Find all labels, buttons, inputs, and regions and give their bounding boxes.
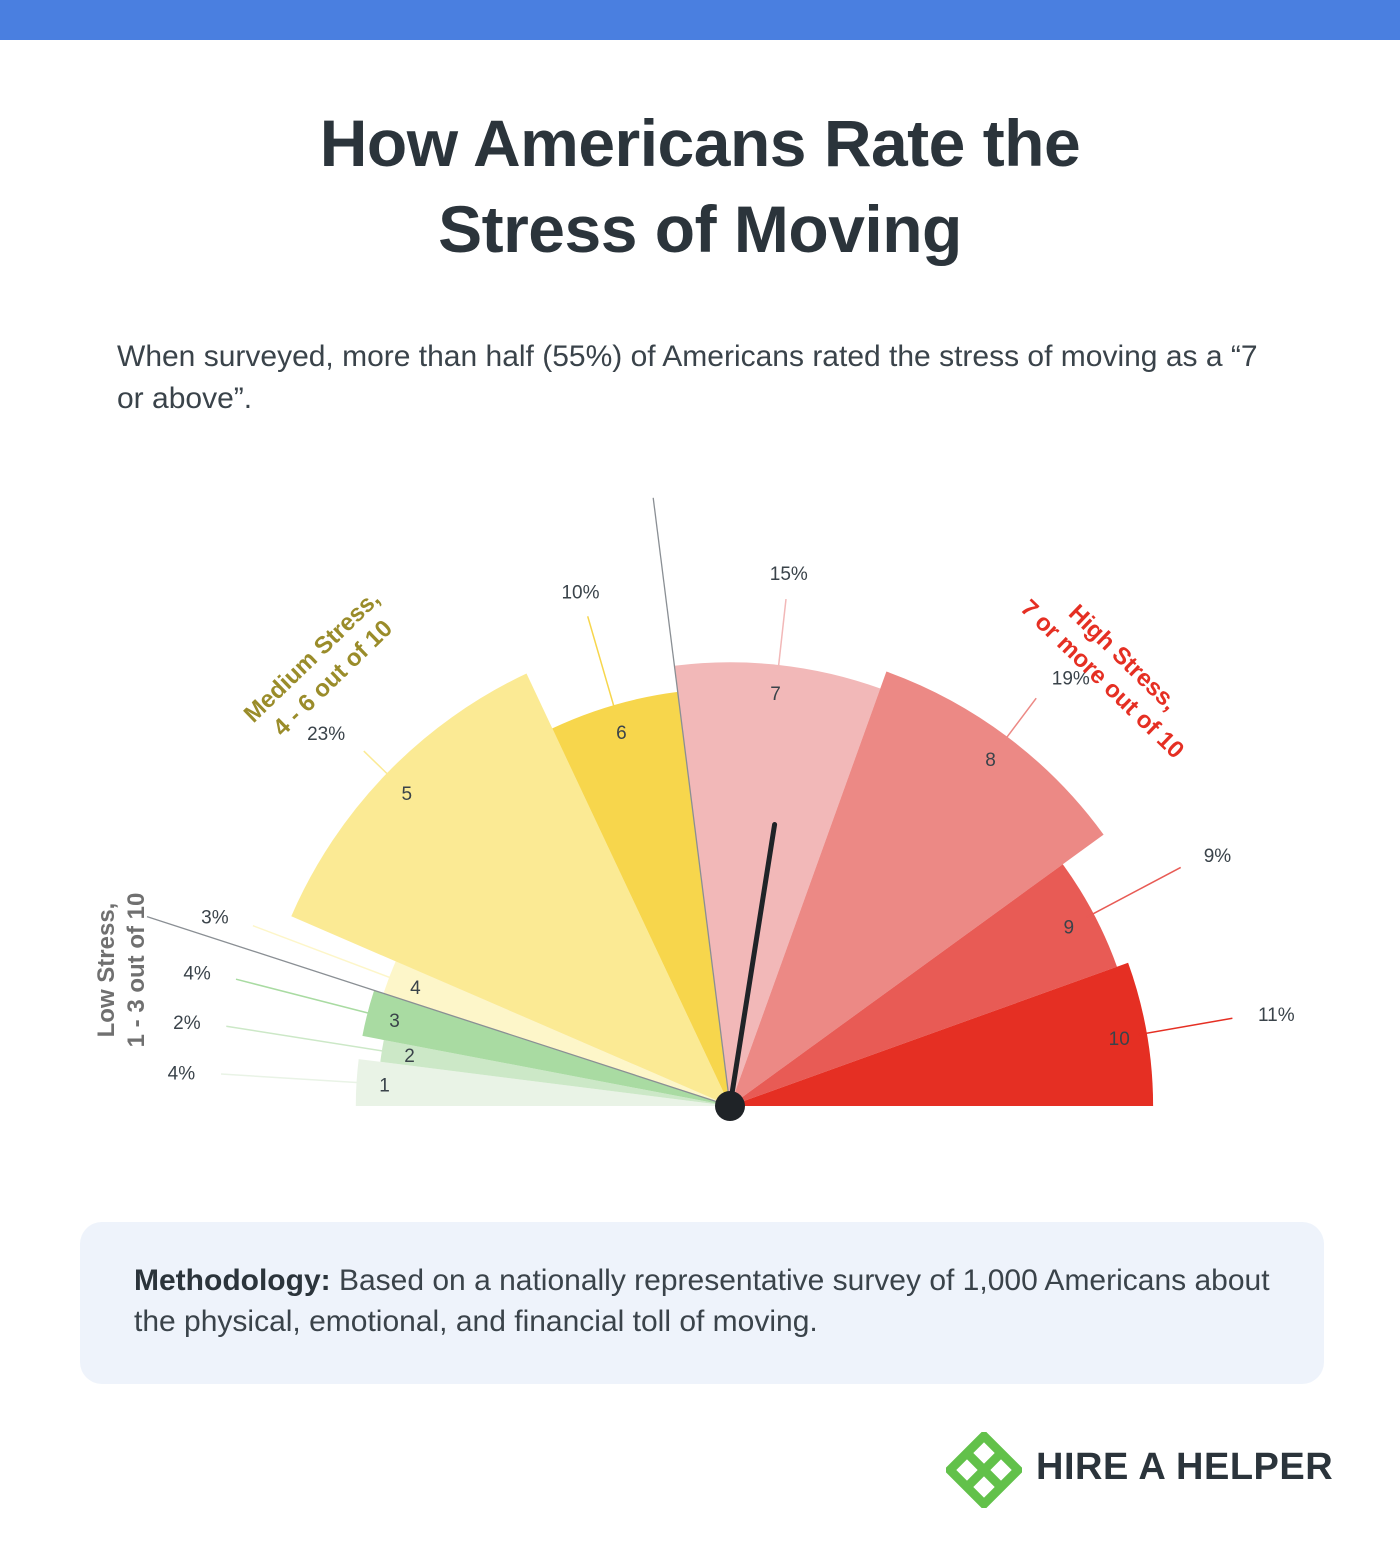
gauge-wedge-2 xyxy=(380,1040,730,1106)
leader-line xyxy=(1138,1017,1233,1036)
category-label: 1 xyxy=(379,1075,390,1096)
group-label-high: High Stress,7 or more out of 10 xyxy=(1015,573,1210,764)
needle-line xyxy=(727,822,778,1109)
gauge-wedge-7 xyxy=(674,662,881,1106)
brand-name: HIRE A HELPER xyxy=(1036,1446,1334,1488)
percent-label: 2% xyxy=(173,1013,201,1034)
title-line-2: Stress of Moving xyxy=(438,192,962,266)
gauge-wedge-9 xyxy=(730,864,1117,1106)
gauge-wedge-5 xyxy=(291,673,730,1106)
category-label: 4 xyxy=(410,978,421,999)
category-label: 5 xyxy=(402,784,413,805)
title-line-1: How Americans Rate the xyxy=(319,106,1081,180)
gauge-needle xyxy=(715,822,778,1121)
leader-line xyxy=(252,924,397,981)
percent-label: 4% xyxy=(183,964,211,985)
percent-label: 11% xyxy=(1258,1005,1295,1026)
category-label: 3 xyxy=(389,1011,400,1032)
group-label-name: Low Stress, xyxy=(93,903,120,1038)
group-label-low: Low Stress, 1 - 3 out of 10 xyxy=(93,893,150,1048)
methodology-label: Methodology: xyxy=(134,1264,331,1297)
percent-label: 15% xyxy=(770,564,808,585)
gauge-wedge-1 xyxy=(355,1059,730,1106)
stress-gauge-chart: 1 4% 2 2% 3 4% 4 3% 5 23% 6 10% 7 15% 8 19% 9 9% 10 11% Low… xyxy=(93,497,1295,1121)
gauge-wedge-3 xyxy=(362,990,730,1106)
category-label: 6 xyxy=(616,723,627,744)
group-divider-line xyxy=(652,497,731,1107)
gauge-wedge-8 xyxy=(730,671,1104,1106)
category-label: 10 xyxy=(1109,1029,1130,1050)
hire-a-helper-logo-icon xyxy=(946,1432,1022,1508)
group-label-range: 1 - 3 out of 10 xyxy=(123,893,150,1048)
leader-line xyxy=(586,616,617,714)
category-label: 7 xyxy=(770,684,781,705)
percent-label: 9% xyxy=(1204,846,1232,867)
gauge-wedges xyxy=(291,662,1154,1106)
value-labels: 1 4% 2 2% 3 4% 4 3% 5 23% 6 10% 7 15% 8 19% 9 9% 10 11% xyxy=(168,564,1295,1096)
category-label: 2 xyxy=(404,1046,415,1067)
category-label: 9 xyxy=(1064,918,1075,939)
percent-label: 10% xyxy=(561,582,599,603)
leader-line xyxy=(777,599,787,673)
top-accent-bar xyxy=(0,0,1400,40)
percent-label: 19% xyxy=(1052,668,1090,689)
leader-line xyxy=(1001,697,1037,744)
leader-line xyxy=(1086,866,1182,918)
leader-lines xyxy=(220,599,1233,1084)
percent-label: 3% xyxy=(201,908,229,929)
category-label: 8 xyxy=(985,750,996,771)
page-title: How Americans Rate the Stress of Moving xyxy=(0,100,1400,272)
subtitle: When surveyed, more than half (55%) of A… xyxy=(117,340,1258,415)
needle-hub xyxy=(715,1091,745,1121)
methodology-box: Methodology: Based on a nationally repre… xyxy=(80,1222,1324,1384)
gauge-wedge-6 xyxy=(552,691,730,1106)
group-divider-line xyxy=(146,915,731,1107)
gauge-wedge-4 xyxy=(383,961,730,1106)
brand-logo: HIRE A HELPER xyxy=(946,1430,1346,1510)
leader-line xyxy=(235,978,376,1016)
gauge-wedge-10 xyxy=(730,962,1154,1106)
gauge-dividers xyxy=(146,497,731,1107)
methodology-text: Based on a nationally representative sur… xyxy=(134,1264,1270,1338)
leader-line xyxy=(226,1025,390,1053)
leader-line xyxy=(363,750,394,780)
percent-label: 23% xyxy=(307,724,345,745)
percent-label: 4% xyxy=(168,1063,196,1084)
leader-line xyxy=(220,1073,365,1084)
